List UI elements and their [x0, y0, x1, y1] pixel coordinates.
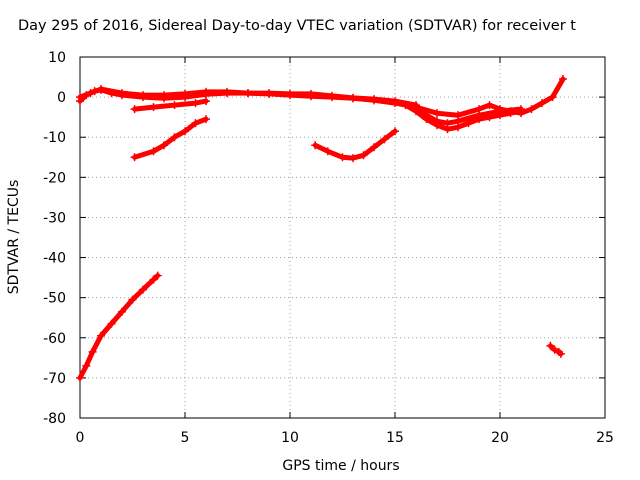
data-point	[139, 91, 147, 100]
data-point	[118, 307, 126, 316]
data-point	[485, 101, 494, 110]
x-tick-label: 25	[596, 430, 614, 446]
data-point	[153, 271, 162, 280]
data-point	[88, 347, 97, 356]
data-point	[401, 101, 410, 110]
data-point	[407, 103, 416, 112]
x-tick-label: 0	[76, 430, 85, 446]
data-point	[311, 141, 320, 150]
y-tick-label: -10	[43, 130, 66, 146]
data-point	[422, 111, 431, 120]
data-point	[149, 275, 158, 284]
data-point	[160, 91, 168, 100]
plot-frame	[79, 56, 606, 419]
series-trace	[547, 343, 564, 357]
data-point	[170, 133, 179, 142]
data-point	[548, 93, 557, 102]
data-point	[538, 99, 546, 108]
data-point	[323, 147, 332, 156]
data-point	[128, 295, 137, 304]
series-trace	[77, 273, 161, 381]
data-point	[556, 349, 565, 358]
data-point	[76, 93, 84, 102]
data-point	[181, 127, 189, 136]
data-point	[86, 89, 95, 98]
data-point	[391, 97, 399, 106]
data-point	[496, 107, 504, 116]
data-point	[443, 119, 452, 128]
data-point	[76, 373, 84, 382]
data-point	[244, 89, 252, 98]
data-point	[359, 151, 368, 160]
series-trace	[312, 128, 398, 161]
data-point	[130, 105, 139, 114]
data-point	[130, 153, 139, 162]
y-axis-label: SDTVAR / TECUs	[6, 180, 22, 295]
data-point	[170, 101, 179, 110]
y-tick-label: -30	[43, 210, 66, 226]
data-point	[328, 91, 336, 100]
data-point	[380, 135, 389, 144]
data-point	[82, 361, 91, 370]
data-point	[118, 89, 126, 98]
data-point	[559, 75, 567, 84]
data-point	[149, 147, 158, 156]
data-point	[349, 154, 357, 163]
x-tick-label: 5	[181, 430, 190, 446]
data-point	[223, 87, 231, 96]
data-point	[550, 345, 559, 354]
data-point	[349, 93, 357, 102]
data-point	[433, 109, 441, 118]
x-tick-label: 20	[491, 430, 509, 446]
y-tick-label: 0	[57, 90, 66, 106]
data-point	[160, 141, 168, 150]
data-point	[370, 143, 378, 152]
data-point	[202, 115, 210, 124]
data-point	[370, 95, 378, 104]
data-point	[475, 111, 483, 120]
x-tick-label: 10	[281, 430, 299, 446]
data-point	[181, 89, 189, 98]
data-point	[202, 97, 210, 106]
data-point	[454, 117, 462, 126]
y-tick-label: -70	[43, 371, 66, 387]
data-point	[202, 87, 210, 96]
x-axis-label: GPS time / hours	[282, 458, 399, 474]
y-tick-label: -80	[43, 411, 66, 427]
data-point	[286, 89, 294, 98]
data-point	[97, 85, 105, 94]
data-point	[527, 105, 536, 114]
chart-title: Day 295 of 2016, Sidereal Day-to-day VTE…	[18, 18, 576, 34]
data-point	[338, 153, 347, 162]
data-point	[191, 99, 200, 108]
data-point	[149, 103, 158, 112]
y-tick-label: 10	[48, 50, 66, 66]
y-tick-label: -60	[43, 331, 66, 347]
y-tick-label: -40	[43, 251, 66, 267]
data-point	[191, 119, 200, 128]
data-point	[391, 127, 399, 136]
data-point	[546, 341, 555, 350]
x-tick-label: 15	[386, 430, 404, 446]
data-point	[307, 89, 315, 98]
data-point	[139, 285, 147, 294]
data-point	[433, 117, 441, 126]
y-tick-label: -20	[43, 170, 66, 186]
data-point	[107, 319, 116, 328]
y-tick-label: -50	[43, 291, 66, 307]
data-point	[265, 89, 273, 98]
data-point	[517, 105, 525, 114]
data-point	[97, 331, 105, 340]
